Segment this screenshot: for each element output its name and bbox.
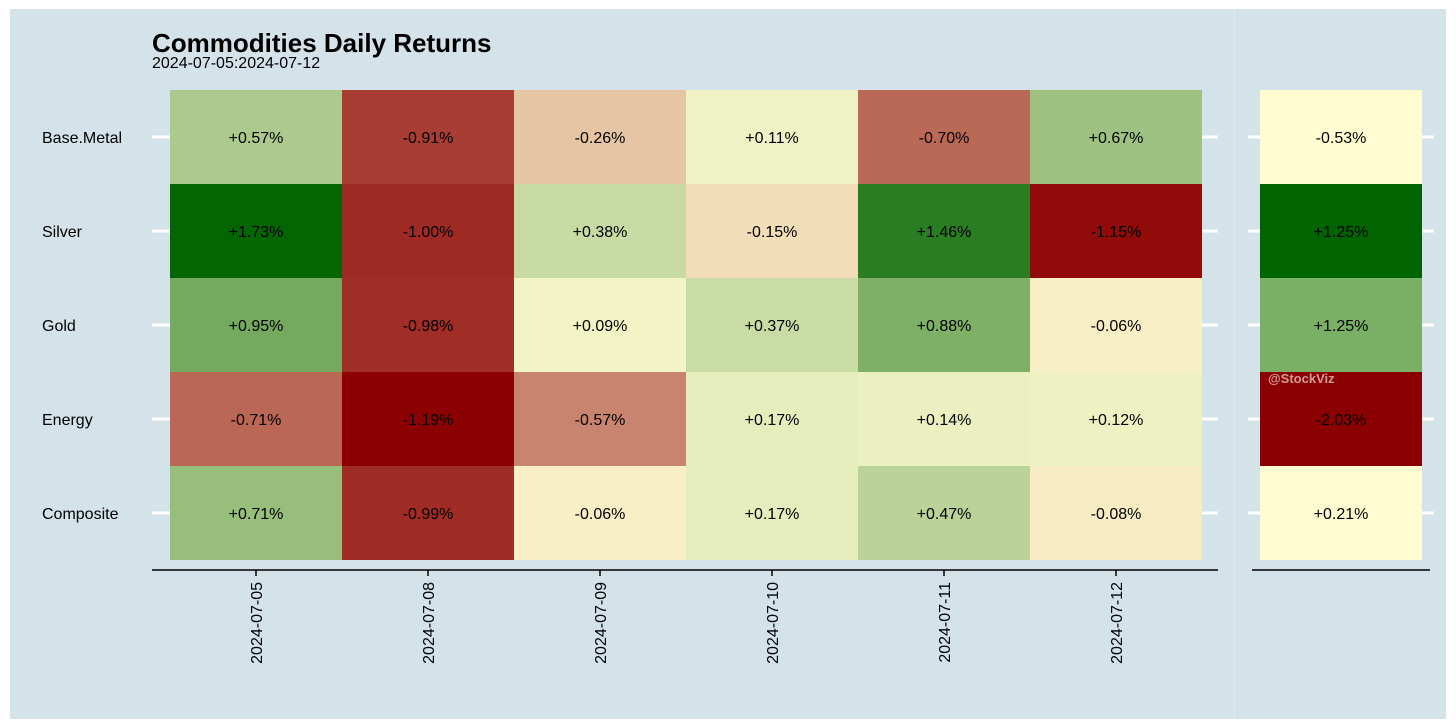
heatmap-cell bbox=[514, 184, 686, 278]
summary-cell bbox=[1260, 466, 1422, 560]
cell-value-label: -1.15% bbox=[1091, 224, 1142, 241]
heatmap-cell bbox=[858, 90, 1030, 184]
heatmap-cell bbox=[1030, 372, 1202, 466]
heatmap-cell bbox=[342, 278, 514, 372]
heatmap-cell bbox=[342, 90, 514, 184]
heatmap-cell bbox=[170, 90, 342, 184]
cell-value-label: -1.00% bbox=[403, 224, 454, 241]
summary-value-label: +1.25% bbox=[1314, 224, 1369, 241]
cell-value-label: -0.99% bbox=[403, 506, 454, 523]
cell-value-label: +0.11% bbox=[745, 130, 799, 147]
heatmap-cells: +0.57% -0.91% -0.26% +0.11% -0.70% +0.67% +1.7… bbox=[170, 90, 1202, 560]
cell-value-label: +0.37% bbox=[745, 318, 800, 335]
cell-value-label: -0.26% bbox=[575, 130, 626, 147]
heatmap-cell bbox=[1030, 90, 1202, 184]
heatmap-cell bbox=[686, 372, 858, 466]
cell-value-label: -0.70% bbox=[919, 130, 970, 147]
row-label: Gold bbox=[42, 318, 76, 335]
heatmap-cell bbox=[342, 184, 514, 278]
heatmap-cell bbox=[686, 90, 858, 184]
cell-value-label: +0.71% bbox=[229, 506, 284, 523]
summary-cell bbox=[1260, 278, 1422, 372]
axes bbox=[152, 569, 1430, 576]
row-label: Energy bbox=[42, 412, 93, 429]
cell-value-label: +1.46% bbox=[917, 224, 972, 241]
heatmap-cell bbox=[170, 466, 342, 560]
x-tick-label: 2024-07-10 bbox=[765, 582, 782, 664]
cell-value-label: +0.17% bbox=[745, 412, 800, 429]
x-tick-label: 2024-07-11 bbox=[937, 582, 954, 663]
cell-value-label: +0.38% bbox=[573, 224, 628, 241]
chart-subtitle: 2024-07-05:2024-07-12 bbox=[152, 55, 320, 72]
cell-value-label: -0.91% bbox=[403, 130, 454, 147]
cell-value-label: +0.88% bbox=[917, 318, 972, 335]
cell-value-label: +0.14% bbox=[917, 412, 972, 429]
heatmap-cell bbox=[170, 372, 342, 466]
summary-cell bbox=[1260, 184, 1422, 278]
row-label: Base.Metal bbox=[42, 130, 122, 147]
cell-value-label: +0.67% bbox=[1089, 130, 1144, 147]
x-tick-label: 2024-07-09 bbox=[593, 582, 610, 664]
cell-value-label: -0.08% bbox=[1091, 506, 1142, 523]
heatmap-cell bbox=[858, 184, 1030, 278]
column-labels: 2024-07-05 2024-07-08 2024-07-09 2024-07-10… bbox=[249, 582, 1126, 664]
row-label: Silver bbox=[42, 224, 83, 241]
cell-value-label: -0.06% bbox=[575, 506, 626, 523]
summary-value-label: -0.53% bbox=[1316, 130, 1367, 147]
x-tick-label: 2024-07-08 bbox=[421, 582, 438, 664]
summary-cells: -0.53% +1.25% +1.25% -2.03% +0.21% bbox=[1260, 90, 1422, 560]
heatmap-cell bbox=[514, 466, 686, 560]
heatmap-cell bbox=[1030, 184, 1202, 278]
cell-value-label: +0.17% bbox=[745, 506, 800, 523]
heatmap-cell bbox=[342, 372, 514, 466]
cell-value-label: -0.06% bbox=[1091, 318, 1142, 335]
cell-value-label: -1.19% bbox=[403, 412, 454, 429]
cell-value-label: -0.57% bbox=[575, 412, 626, 429]
summary-cell bbox=[1260, 90, 1422, 184]
heatmap-cell bbox=[1030, 466, 1202, 560]
heatmap-cell bbox=[858, 278, 1030, 372]
cell-value-label: +0.57% bbox=[229, 130, 284, 147]
heatmap-cell bbox=[686, 184, 858, 278]
heatmap-cell bbox=[686, 466, 858, 560]
x-tick-label: 2024-07-12 bbox=[1109, 582, 1126, 664]
heatmap-cell bbox=[686, 278, 858, 372]
x-tick-label: 2024-07-05 bbox=[249, 582, 266, 664]
heatmap-cell bbox=[514, 372, 686, 466]
summary-value-label: +1.25% bbox=[1314, 318, 1369, 335]
watermark: @StockViz bbox=[1268, 371, 1335, 386]
summary-value-label: +0.21% bbox=[1314, 506, 1369, 523]
heatmap-cell bbox=[170, 278, 342, 372]
cell-value-label: +0.12% bbox=[1089, 412, 1144, 429]
heatmap-cell bbox=[858, 372, 1030, 466]
summary-cell bbox=[1260, 372, 1422, 466]
cell-value-label: +0.09% bbox=[573, 318, 628, 335]
chart-title: Commodities Daily Returns bbox=[152, 28, 492, 58]
cell-value-label: +0.95% bbox=[229, 318, 284, 335]
summary-value-label: -2.03% bbox=[1316, 412, 1367, 429]
cell-value-label: -0.98% bbox=[403, 318, 454, 335]
heatmap-cell bbox=[514, 90, 686, 184]
heatmap-cell bbox=[858, 466, 1030, 560]
heatmap-cell bbox=[514, 278, 686, 372]
cell-value-label: +1.73% bbox=[229, 224, 284, 241]
row-label: Composite bbox=[42, 506, 119, 523]
cell-value-label: -0.71% bbox=[231, 412, 282, 429]
cell-value-label: +0.47% bbox=[917, 506, 972, 523]
cell-value-label: -0.15% bbox=[747, 224, 798, 241]
heatmap-cell bbox=[1030, 278, 1202, 372]
heatmap-cell bbox=[170, 184, 342, 278]
row-labels: Base.Metal Silver Gold Energy Composite bbox=[42, 130, 122, 523]
heatmap-cell bbox=[342, 466, 514, 560]
